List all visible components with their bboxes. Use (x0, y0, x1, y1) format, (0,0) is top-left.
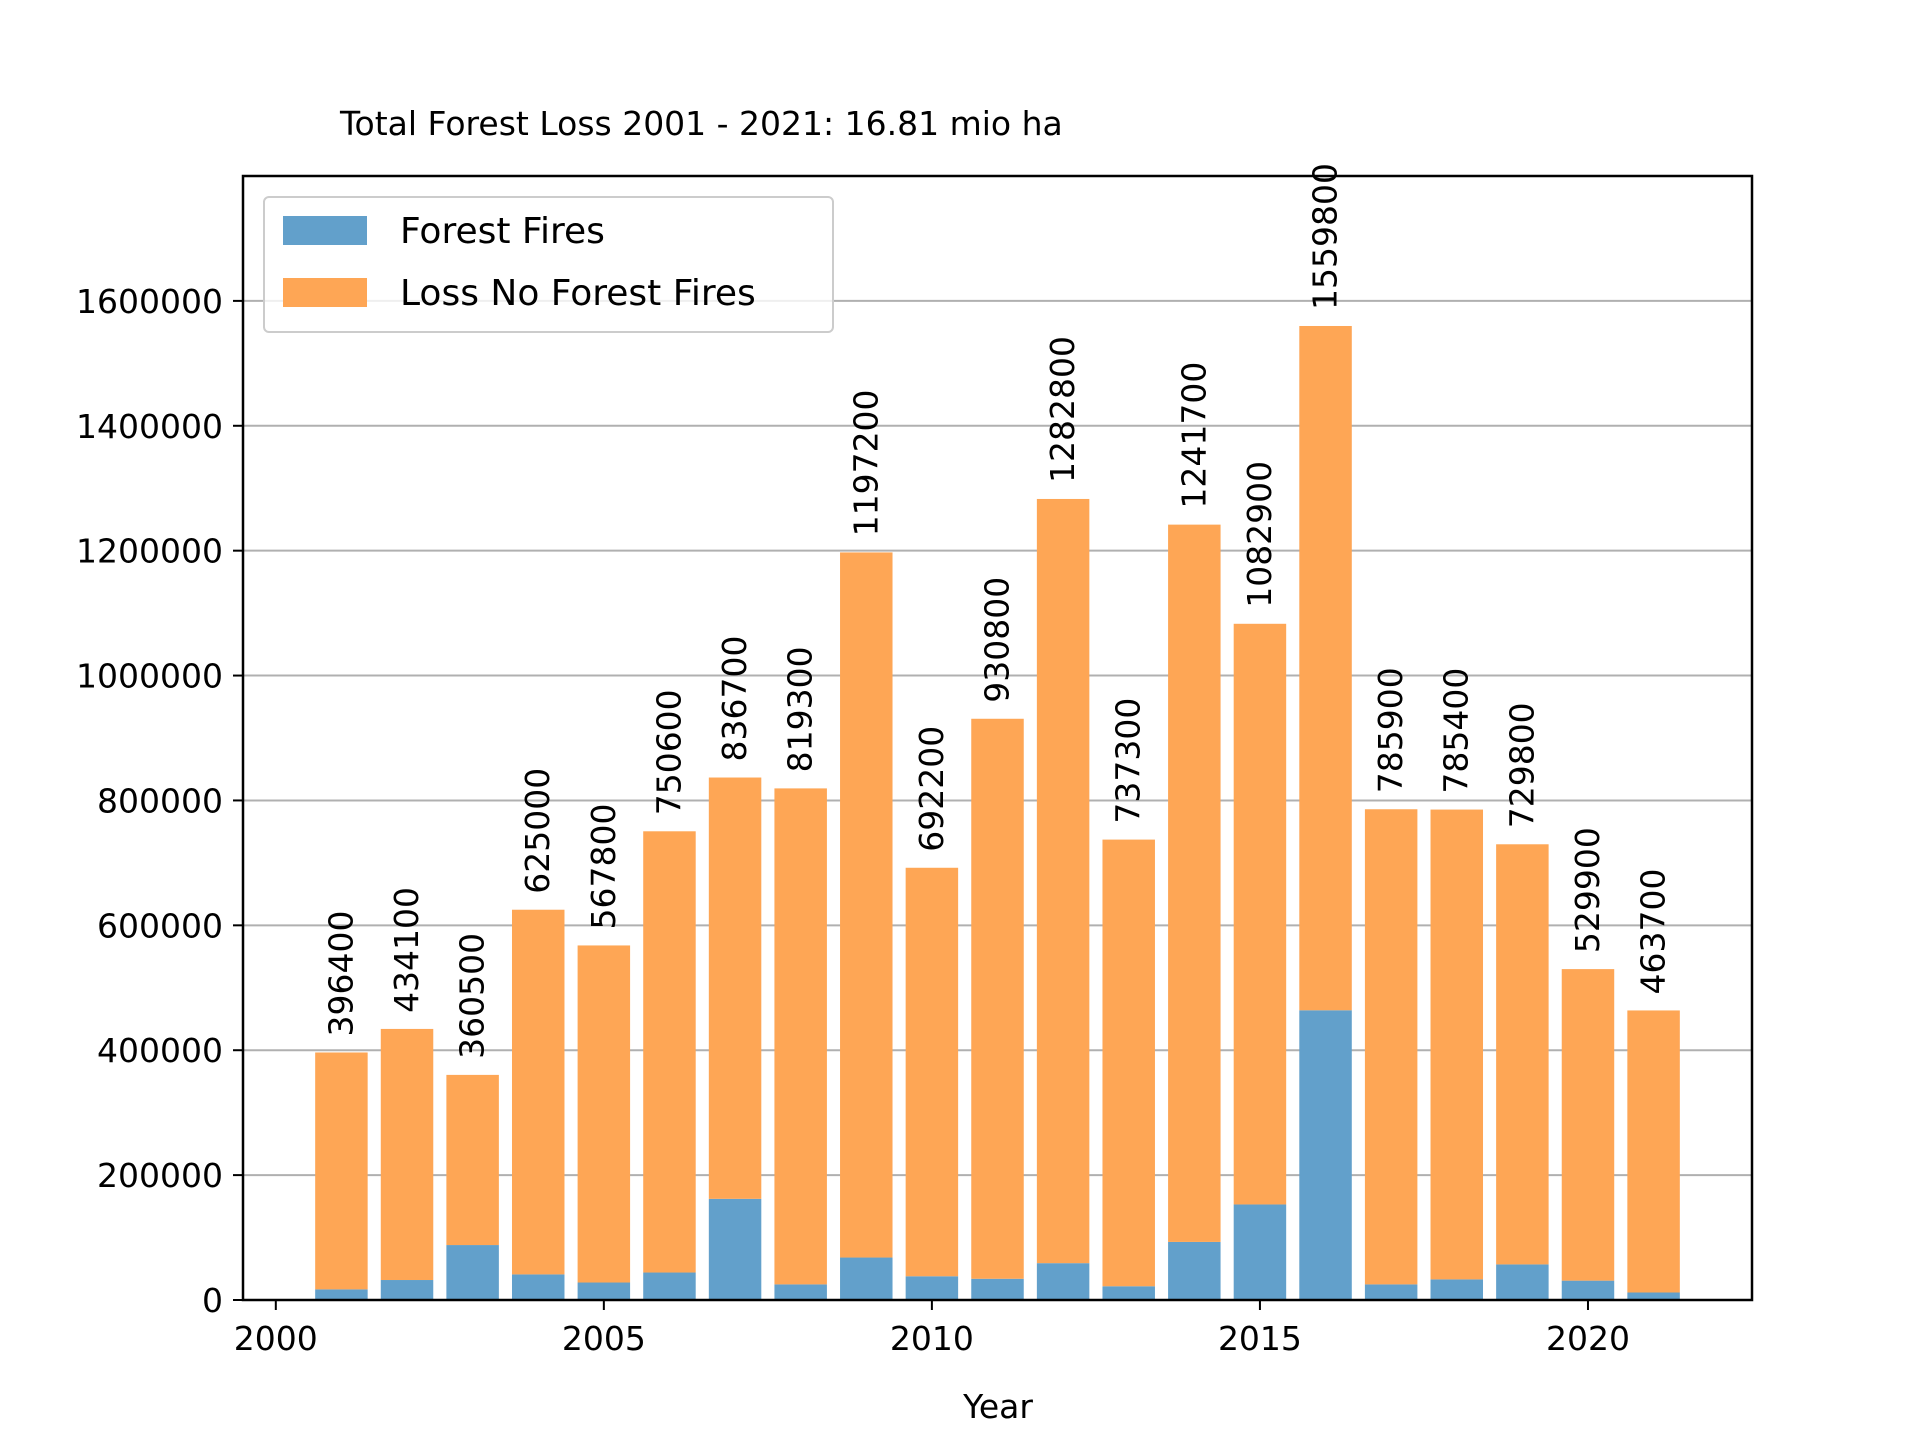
bar-loss-no-forest-fires-2010 (905, 867, 959, 1277)
bar-forest-fires-2006 (643, 1272, 696, 1300)
data-label-total-2005: 567800 (584, 803, 623, 929)
bar-loss-no-forest-fires-2008 (774, 788, 827, 1285)
bar-loss-no-forest-fires-2004 (511, 909, 565, 1275)
data-label-total-2004: 625000 (518, 768, 557, 894)
data-label-total-2009: 1197200 (846, 389, 885, 536)
data-label-total-2001: 396400 (321, 910, 360, 1036)
y-axis-ticks: 0 200000 400000 600000 800000 1000000 1200000 1… (76, 282, 243, 1320)
bars (315, 325, 1680, 1300)
bar-forest-fires-2007 (708, 1198, 762, 1300)
data-label-total-2013: 737300 (1109, 698, 1148, 824)
bar-loss-no-forest-fires-2021 (1627, 1010, 1680, 1293)
bar-loss-no-forest-fires-2013 (1102, 839, 1155, 1287)
bar-forest-fires-2020 (1561, 1280, 1615, 1300)
bar-forest-fires-2013 (1102, 1286, 1155, 1300)
bar-loss-no-forest-fires-2003 (446, 1074, 499, 1246)
data-label-total-2014: 1241700 (1174, 362, 1213, 509)
bar-forest-fires-2008 (774, 1284, 827, 1300)
bar-forest-fires-2018 (1430, 1279, 1484, 1300)
x-tick-label: 2015 (1218, 1319, 1302, 1358)
bar-loss-no-forest-fires-2012 (1036, 498, 1090, 1264)
bar-forest-fires-2021 (1627, 1292, 1680, 1300)
bar-forest-fires-2011 (971, 1278, 1024, 1300)
x-axis-ticks: 2000 2005 2010 2015 2020 (234, 1300, 1630, 1358)
bar-loss-no-forest-fires-2015 (1233, 623, 1287, 1205)
bar-forest-fires-2014 (1168, 1241, 1221, 1300)
legend: Forest Fires Loss No Forest Fires (263, 196, 834, 333)
data-label-total-2021: 463700 (1634, 868, 1673, 994)
bar-loss-no-forest-fires-2002 (380, 1028, 434, 1281)
bar-forest-fires-2003 (446, 1245, 499, 1300)
bar-loss-no-forest-fires-2011 (971, 718, 1024, 1279)
y-tick-label: 1400000 (76, 407, 223, 446)
x-tick-label: 2000 (234, 1319, 318, 1358)
y-tick-label: 0 (202, 1281, 223, 1320)
y-tick-label: 1600000 (76, 282, 223, 321)
y-tick-label: 1200000 (76, 532, 223, 571)
data-label-total-2015: 1082900 (1240, 461, 1279, 608)
x-tick-label: 2005 (562, 1319, 646, 1358)
bar-forest-fires-2005 (577, 1282, 631, 1300)
bar-loss-no-forest-fires-2001 (315, 1052, 368, 1290)
bar-forest-fires-2004 (511, 1274, 565, 1300)
bar-loss-no-forest-fires-2017 (1364, 809, 1418, 1285)
bar-forest-fires-2010 (905, 1276, 959, 1300)
bar-forest-fires-2002 (380, 1280, 434, 1300)
bar-forest-fires-2012 (1036, 1263, 1090, 1300)
bar-loss-no-forest-fires-2009 (840, 552, 893, 1258)
legend-label-loss-no-forest-fires: Loss No Forest Fires (400, 273, 756, 314)
data-label-total-2011: 930800 (978, 577, 1017, 703)
data-label-total-2012: 1282800 (1043, 336, 1082, 483)
plot-frame (241, 174, 1754, 1302)
bar-loss-no-forest-fires-2007 (708, 777, 762, 1199)
x-tick-label: 2010 (890, 1319, 974, 1358)
bar-loss-no-forest-fires-2019 (1496, 844, 1549, 1265)
bar-loss-no-forest-fires-2014 (1168, 524, 1221, 1242)
legend-box (263, 196, 834, 333)
data-label-total-2020: 529900 (1568, 827, 1607, 953)
data-label-total-2007: 836700 (715, 636, 754, 762)
bar-loss-no-forest-fires-2006 (643, 831, 696, 1273)
bar-forest-fires-2009 (840, 1257, 893, 1300)
y-tick-label: 1000000 (76, 657, 223, 696)
bar-forest-fires-2019 (1496, 1264, 1549, 1300)
data-labels: 396400 434100 360500 625000 567800 750600 8367… (321, 163, 1672, 1059)
bar-forest-fires-2015 (1233, 1204, 1287, 1300)
bar-forest-fires-2001 (315, 1289, 368, 1300)
bar-forest-fires-2016 (1299, 1010, 1352, 1300)
chart-title: Total Forest Loss 2001 - 2021: 16.81 mio… (339, 104, 1063, 143)
data-label-total-2010: 692200 (912, 726, 951, 852)
y-tick-label: 800000 (97, 781, 223, 820)
y-tick-label: 600000 (97, 906, 223, 945)
bar-loss-no-forest-fires-2018 (1430, 809, 1484, 1280)
x-axis-title: Year (962, 1387, 1033, 1426)
legend-swatch-forest-fires (283, 216, 367, 245)
data-label-total-2008: 819300 (781, 646, 820, 772)
bar-loss-no-forest-fires-2016 (1299, 325, 1352, 1011)
data-label-total-2016: 1559800 (1306, 163, 1345, 310)
legend-label-forest-fires: Forest Fires (400, 211, 605, 252)
y-tick-label: 400000 (97, 1031, 223, 1070)
bar-forest-fires-2017 (1364, 1284, 1418, 1300)
data-label-total-2019: 729800 (1502, 702, 1541, 828)
bar-loss-no-forest-fires-2020 (1561, 969, 1615, 1281)
legend-swatch-loss-no-forest-fires (283, 278, 367, 307)
data-label-total-2006: 750600 (649, 689, 688, 815)
y-tick-label: 200000 (97, 1156, 223, 1195)
bar-loss-no-forest-fires-2005 (577, 945, 631, 1283)
data-label-total-2018: 785400 (1437, 668, 1476, 794)
data-label-total-2003: 360500 (453, 933, 492, 1059)
data-label-total-2002: 434100 (387, 887, 426, 1013)
data-label-total-2017: 785900 (1371, 667, 1410, 793)
x-tick-label: 2020 (1546, 1319, 1630, 1358)
